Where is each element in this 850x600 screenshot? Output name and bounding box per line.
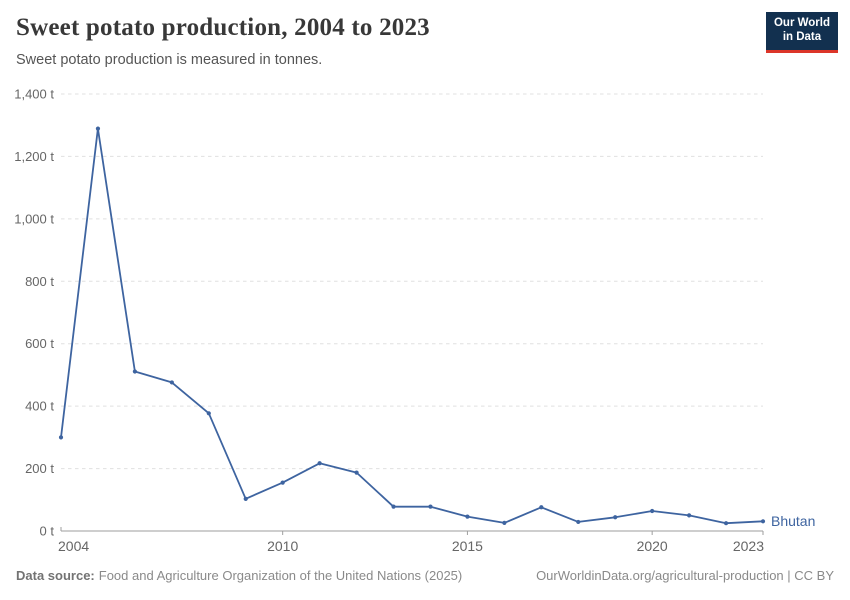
data-point — [206, 411, 211, 416]
x-tick-label: 2004 — [58, 538, 89, 554]
data-point — [169, 380, 174, 385]
data-point — [465, 514, 470, 519]
x-tick-label: 2010 — [267, 538, 298, 554]
chart-title: Sweet potato production, 2004 to 2023 — [16, 14, 430, 41]
data-point — [58, 435, 64, 440]
x-tick-label: 2023 — [733, 538, 764, 554]
y-tick-label: 0 t — [40, 524, 55, 539]
y-tick-label: 400 t — [25, 399, 54, 414]
y-tick-label: 1,200 t — [14, 149, 54, 164]
data-point — [576, 519, 581, 525]
y-tick-label: 200 t — [25, 461, 54, 476]
y-tick-label: 1,400 t — [14, 87, 54, 102]
series-line — [60, 127, 764, 525]
data-point — [243, 496, 248, 501]
data-point — [132, 369, 137, 374]
x-tick-label: 2015 — [452, 538, 483, 554]
data-point — [539, 505, 544, 510]
data-source-text: Food and Agriculture Organization of the… — [98, 568, 463, 583]
x-tick-label: 2020 — [637, 538, 668, 554]
data-source-label: Data source: — [16, 568, 95, 583]
data-point — [428, 504, 433, 509]
data-point — [280, 480, 285, 485]
data-point — [391, 504, 396, 509]
owid-logo-line1: Our World — [773, 17, 830, 29]
data-point — [687, 513, 692, 518]
chart-footer: Data source: Food and Agriculture Organiz… — [16, 568, 834, 583]
data-point — [613, 515, 618, 520]
data-point — [502, 520, 507, 525]
data-point — [723, 521, 729, 526]
data-point — [760, 519, 766, 524]
data-point — [650, 508, 655, 514]
owid-logo[interactable]: Our World in Data — [765, 12, 838, 53]
data-point — [317, 461, 322, 466]
chart-subtitle: Sweet potato production is measured in t… — [16, 52, 323, 68]
data-point — [95, 126, 101, 131]
data-source-note: Data source: Food and Agriculture Organiz… — [16, 568, 462, 583]
y-tick-label: 600 t — [25, 336, 54, 351]
y-tick-label: 1,000 t — [14, 211, 54, 226]
y-tick-label: 800 t — [25, 274, 54, 289]
owid-logo-line2: in Data — [782, 30, 822, 43]
data-point — [354, 470, 359, 475]
attribution-link[interactable]: OurWorldinData.org/agricultural-producti… — [536, 568, 834, 583]
entity-label: Bhutan — [771, 513, 815, 529]
